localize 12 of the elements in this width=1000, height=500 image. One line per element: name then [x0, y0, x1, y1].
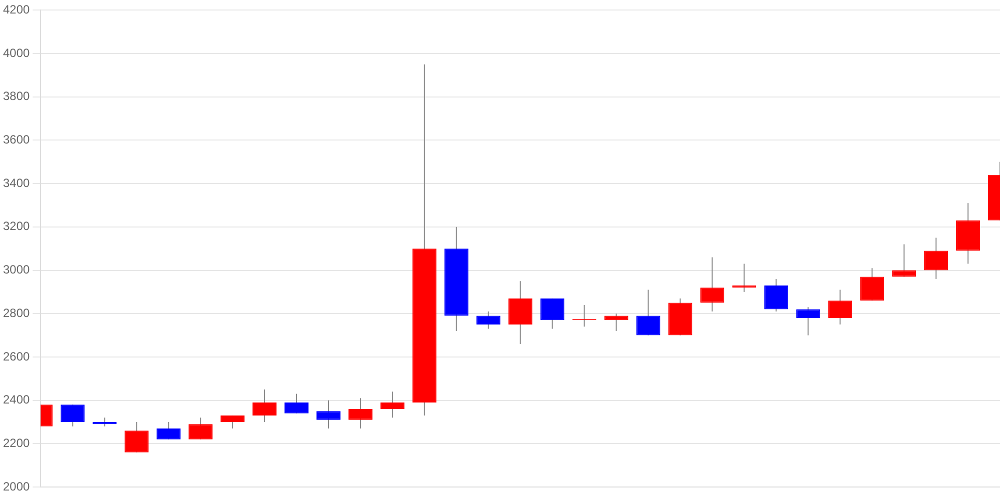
- y-tick-label: 3800: [2, 89, 30, 104]
- y-tick-label: 3200: [2, 219, 30, 234]
- y-tick-label: 2400: [2, 392, 30, 407]
- y-tick-label: 3600: [2, 132, 30, 147]
- y-tick-label: 2000: [2, 479, 30, 494]
- y-tick-label: 3000: [2, 262, 30, 277]
- y-tick-label: 4200: [2, 2, 30, 17]
- y-tick-label: 2600: [2, 349, 30, 364]
- y-tick-label: 4000: [2, 46, 30, 60]
- y-tick-label: 2800: [2, 306, 30, 320]
- y-tick-label: 3400: [2, 176, 30, 190]
- y-tick-label: 2200: [2, 436, 30, 450]
